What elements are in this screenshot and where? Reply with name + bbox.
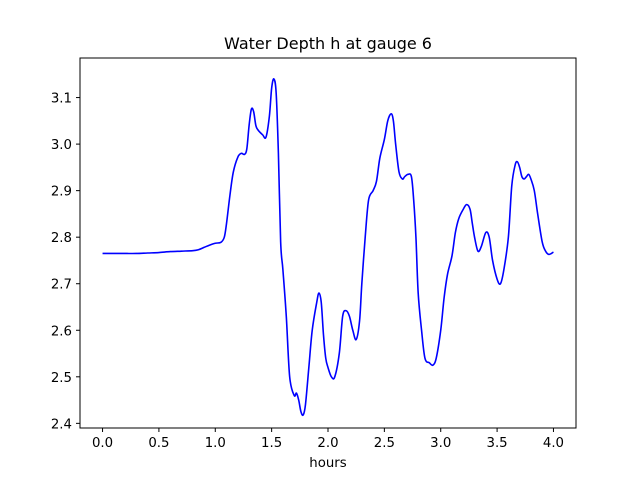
y-tick-label: 2.7 — [51, 278, 72, 293]
x-tick-label: 2.5 — [374, 436, 395, 451]
y-tick-label: 3.1 — [51, 92, 72, 107]
x-tick-label: 3.5 — [487, 436, 508, 451]
x-axis-ticks: 0.0 0.5 1.0 1.5 2.0 2.5 3.0 3.5 4.0 — [92, 428, 564, 451]
plot-area — [80, 58, 576, 428]
y-axis-ticks: 2.4 2.5 2.6 2.7 2.8 2.9 3.0 3.1 — [51, 92, 80, 432]
y-tick-label: 2.9 — [51, 185, 72, 200]
x-tick-label: 3.0 — [430, 436, 451, 451]
chart-title: Water Depth h at gauge 6 — [224, 34, 432, 53]
y-tick-label: 2.4 — [51, 417, 72, 432]
x-tick-label: 1.0 — [205, 436, 226, 451]
x-axis-label: hours — [309, 456, 346, 471]
y-tick-label: 2.8 — [51, 231, 72, 246]
series-line — [102, 78, 554, 417]
x-tick-label: 4.0 — [543, 436, 564, 451]
plot-frame — [79, 57, 577, 429]
x-tick-label: 0.5 — [148, 436, 169, 451]
x-tick-label: 1.5 — [261, 436, 282, 451]
x-tick-label: 0.0 — [92, 436, 113, 451]
series-layer — [102, 78, 554, 417]
x-tick-label: 2.0 — [317, 436, 338, 451]
y-tick-label: 2.6 — [51, 324, 72, 339]
y-tick-label: 3.0 — [51, 138, 72, 153]
y-tick-label: 2.5 — [51, 371, 72, 386]
